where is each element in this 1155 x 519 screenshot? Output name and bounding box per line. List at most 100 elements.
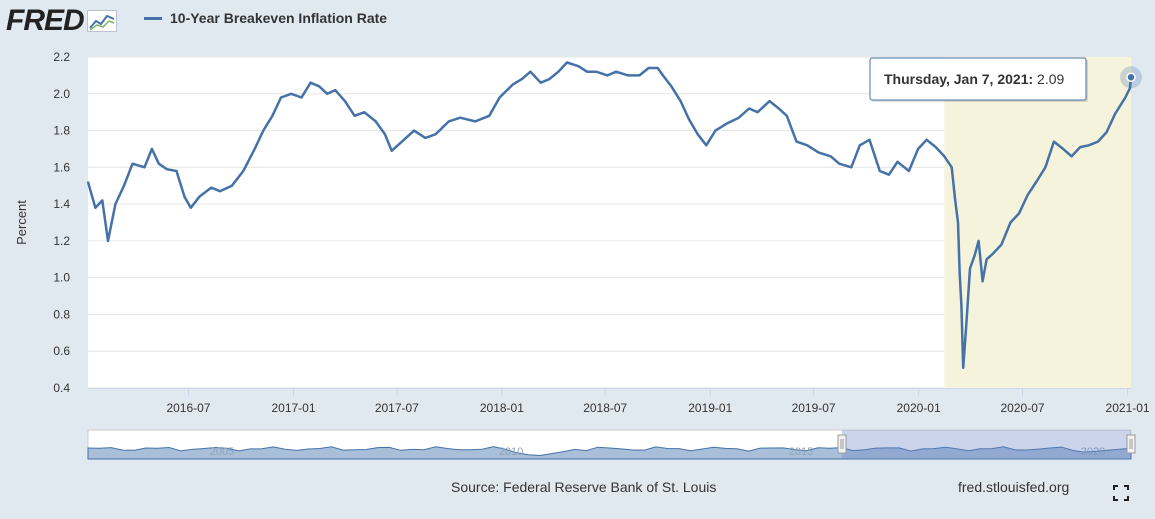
- data-point[interactable]: [973, 254, 976, 257]
- data-point[interactable]: [965, 328, 967, 330]
- data-point[interactable]: [198, 195, 201, 198]
- data-point[interactable]: [577, 65, 580, 67]
- data-point[interactable]: [521, 78, 523, 80]
- data-point[interactable]: [175, 170, 178, 172]
- data-point[interactable]: [777, 107, 780, 110]
- data-point[interactable]: [280, 96, 282, 99]
- data-point[interactable]: [888, 173, 890, 176]
- data-point[interactable]: [353, 115, 356, 117]
- data-point[interactable]: [1053, 140, 1055, 143]
- navigator-selection[interactable]: [842, 430, 1131, 459]
- data-point[interactable]: [447, 120, 450, 123]
- data-point[interactable]: [977, 240, 980, 242]
- data-point[interactable]: [705, 144, 708, 147]
- data-point[interactable]: [1097, 140, 1099, 143]
- data-point[interactable]: [917, 148, 919, 150]
- data-point[interactable]: [300, 96, 303, 99]
- data-point[interactable]: [434, 133, 437, 136]
- navigator-handle-right[interactable]: [1126, 434, 1136, 454]
- data-point[interactable]: [219, 190, 221, 193]
- data-point[interactable]: [738, 116, 740, 119]
- data-point[interactable]: [785, 115, 788, 117]
- data-point[interactable]: [1129, 87, 1131, 90]
- data-point[interactable]: [1035, 181, 1038, 183]
- data-point[interactable]: [595, 70, 597, 73]
- data-point[interactable]: [934, 146, 937, 148]
- data-point[interactable]: [1026, 194, 1029, 196]
- data-point[interactable]: [1105, 131, 1108, 134]
- legend-series-label[interactable]: 10-Year Breakeven Inflation Rate: [170, 10, 388, 26]
- data-point[interactable]: [748, 107, 750, 110]
- data-point[interactable]: [326, 92, 328, 95]
- data-point[interactable]: [131, 162, 134, 165]
- data-point[interactable]: [384, 133, 386, 136]
- data-point[interactable]: [1114, 113, 1116, 115]
- data-point[interactable]: [231, 184, 233, 187]
- data-point[interactable]: [566, 61, 568, 64]
- data-point[interactable]: [586, 70, 588, 73]
- data-point[interactable]: [969, 267, 971, 270]
- data-point[interactable]: [950, 166, 953, 169]
- data-point[interactable]: [548, 78, 551, 80]
- data-point[interactable]: [768, 100, 771, 102]
- navigator-handle-left[interactable]: [837, 434, 847, 454]
- data-point[interactable]: [962, 366, 964, 369]
- site-link[interactable]: fred.stlouisfed.org: [958, 479, 1070, 495]
- data-point[interactable]: [1070, 155, 1073, 158]
- data-point[interactable]: [107, 240, 109, 242]
- data-point[interactable]: [1124, 96, 1127, 99]
- data-point[interactable]: [344, 100, 346, 102]
- data-point[interactable]: [638, 74, 641, 77]
- data-point[interactable]: [679, 100, 682, 102]
- data-point[interactable]: [424, 137, 427, 139]
- data-point[interactable]: [390, 149, 393, 152]
- data-point[interactable]: [985, 258, 988, 261]
- data-point[interactable]: [726, 122, 729, 124]
- data-point[interactable]: [868, 138, 871, 141]
- data-point[interactable]: [958, 273, 961, 275]
- data-point[interactable]: [143, 166, 146, 169]
- data-point[interactable]: [756, 111, 759, 113]
- data-point[interactable]: [829, 155, 832, 158]
- data-point[interactable]: [271, 115, 274, 117]
- data-point[interactable]: [539, 81, 542, 84]
- data-point[interactable]: [401, 140, 403, 143]
- data-point[interactable]: [334, 89, 336, 91]
- data-point[interactable]: [114, 203, 117, 205]
- data-point[interactable]: [696, 133, 699, 136]
- data-point[interactable]: [627, 74, 629, 77]
- data-point[interactable]: [992, 252, 994, 255]
- data-point[interactable]: [1000, 243, 1003, 246]
- data-point[interactable]: [838, 162, 841, 165]
- data-point[interactable]: [189, 206, 192, 209]
- hover-marker[interactable]: [1126, 72, 1136, 82]
- data-point[interactable]: [688, 118, 690, 121]
- data-point[interactable]: [670, 85, 673, 88]
- data-point[interactable]: [488, 115, 491, 117]
- data-point[interactable]: [647, 67, 650, 69]
- data-point[interactable]: [413, 129, 415, 132]
- series-line[interactable]: [86, 61, 1133, 370]
- data-point[interactable]: [943, 155, 946, 158]
- data-point[interactable]: [615, 70, 617, 73]
- data-point[interactable]: [309, 81, 312, 84]
- data-point[interactable]: [806, 144, 809, 147]
- data-point[interactable]: [557, 70, 560, 73]
- data-point[interactable]: [1079, 146, 1081, 148]
- data-point[interactable]: [954, 199, 956, 202]
- data-point[interactable]: [474, 120, 476, 123]
- data-point[interactable]: [1018, 212, 1020, 215]
- data-point[interactable]: [87, 181, 89, 183]
- line-chart[interactable]: 0.4 0.6 0.8 1.0 1.2 1.4 1.6 1.8 2.0 2.2 Percent 20…: [0, 0, 1155, 470]
- data-point[interactable]: [1044, 166, 1047, 169]
- data-point[interactable]: [925, 138, 928, 141]
- data-point[interactable]: [253, 148, 256, 150]
- data-point[interactable]: [183, 195, 186, 198]
- data-point[interactable]: [318, 85, 321, 88]
- fullscreen-icon[interactable]: [1113, 485, 1129, 501]
- data-point[interactable]: [151, 148, 153, 150]
- data-point[interactable]: [374, 120, 377, 123]
- data-point[interactable]: [795, 140, 798, 143]
- data-point[interactable]: [165, 168, 168, 170]
- data-point[interactable]: [210, 186, 213, 189]
